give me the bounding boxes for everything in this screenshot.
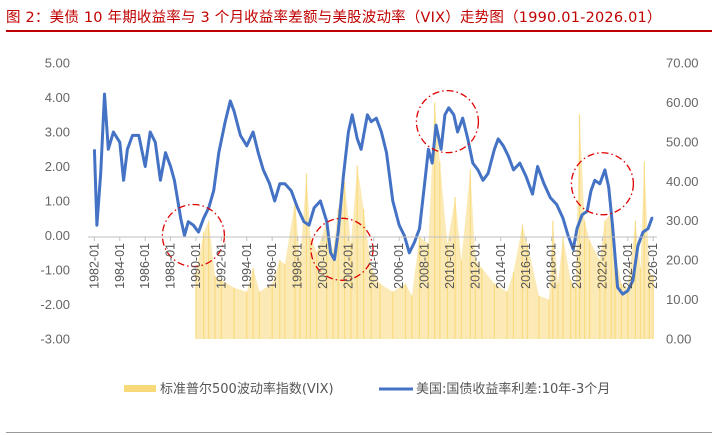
- y-right-tick-label: 0.00: [666, 332, 691, 347]
- x-tick-label: 1986-01: [138, 243, 152, 289]
- title-divider: [6, 30, 712, 32]
- vix-area-layer: [195, 102, 654, 340]
- x-tick-label: 2010-01: [443, 243, 457, 289]
- legend-label-spread: 美国:国债收益率利差:10年-3个月: [416, 381, 610, 397]
- highlight-circle-1: [161, 203, 226, 268]
- x-tick-label: 1984-01: [113, 243, 127, 289]
- y-right-tick-label: 50.00: [666, 134, 699, 149]
- y-left-tick-label: 1.00: [45, 194, 70, 209]
- x-tick-label: 2024-01: [621, 243, 635, 289]
- x-tick-label: 1988-01: [164, 243, 178, 289]
- highlight-circle-2: [310, 217, 374, 281]
- x-tick-label: 2000-01: [316, 243, 330, 289]
- legend: 标准普尔500波动率指数(VIX) 美国:国债收益率利差:10年-3个月: [124, 381, 610, 397]
- spread-line: [92, 92, 654, 296]
- x-tick-label: 2020-01: [570, 243, 584, 289]
- x-tick-label: 2016-01: [519, 243, 533, 289]
- x-tick-label: 1982-01: [87, 243, 101, 289]
- y-right-tick-label: 30.00: [666, 213, 699, 228]
- y-right-tick-label: 70.00: [666, 56, 699, 71]
- x-tick-label: 1996-01: [265, 243, 279, 289]
- y-left-tick-label: -2.00: [40, 297, 70, 312]
- x-tick-label: 2006-01: [392, 243, 406, 289]
- x-axis: 1982-01 1984-01 1986-01 1988-01 1990-01 1992-…: [87, 236, 660, 289]
- x-tick-label: 1992-01: [214, 243, 228, 289]
- bottom-divider: [6, 432, 712, 433]
- annotation-circles: [161, 90, 635, 281]
- x-tick-label: 1990-01: [189, 243, 203, 289]
- y-left-tick-label: -1.00: [40, 263, 70, 278]
- x-tick-label: 2004-01: [367, 243, 381, 289]
- x-tick-label: 2012-01: [468, 243, 482, 289]
- y-left-tick-label: 3.00: [45, 125, 70, 140]
- x-tick-label: 1998-01: [291, 243, 305, 289]
- y-left-tick-label: 4.00: [45, 90, 70, 105]
- chart-title: 图 2：美债 10 年期收益率与 3 个月收益率差额与美股波动率（VIX）走势图…: [6, 10, 662, 26]
- y-axis-right: 70.00 60.00 50.00 40.00 30.00 20.00 10.00 0.00: [666, 56, 699, 347]
- x-tick-label: 2026-01: [646, 243, 660, 289]
- x-tick-label: 2018-01: [545, 243, 559, 289]
- spread-line-layer: [92, 92, 654, 296]
- y-left-tick-label: 0.00: [45, 228, 70, 243]
- y-right-tick-label: 10.00: [666, 292, 699, 307]
- legend-swatch-vix: [124, 385, 156, 392]
- x-tick-label: 2022-01: [595, 243, 609, 289]
- highlight-circle-3: [415, 90, 480, 154]
- highlight-circle-4: [570, 152, 635, 216]
- legend-label-vix: 标准普尔500波动率指数(VIX): [160, 381, 334, 397]
- x-tick-label: 2008-01: [418, 243, 432, 289]
- y-right-tick-label: 60.00: [666, 95, 699, 110]
- y-left-tick-label: -3.00: [40, 332, 70, 347]
- y-left-tick-label: 2.00: [45, 159, 70, 174]
- y-right-tick-label: 20.00: [666, 253, 699, 268]
- x-tick-label: 1994-01: [240, 243, 254, 289]
- x-tick-label: 2002-01: [341, 243, 355, 289]
- y-axis-left: 5.00 4.00 3.00 2.00 1.00 0.00 -1.00 -2.00 -3.00: [40, 56, 70, 347]
- y-right-tick-label: 40.00: [666, 174, 699, 189]
- x-tick-label: 2014-01: [494, 243, 508, 289]
- y-left-tick-label: 5.00: [45, 56, 70, 71]
